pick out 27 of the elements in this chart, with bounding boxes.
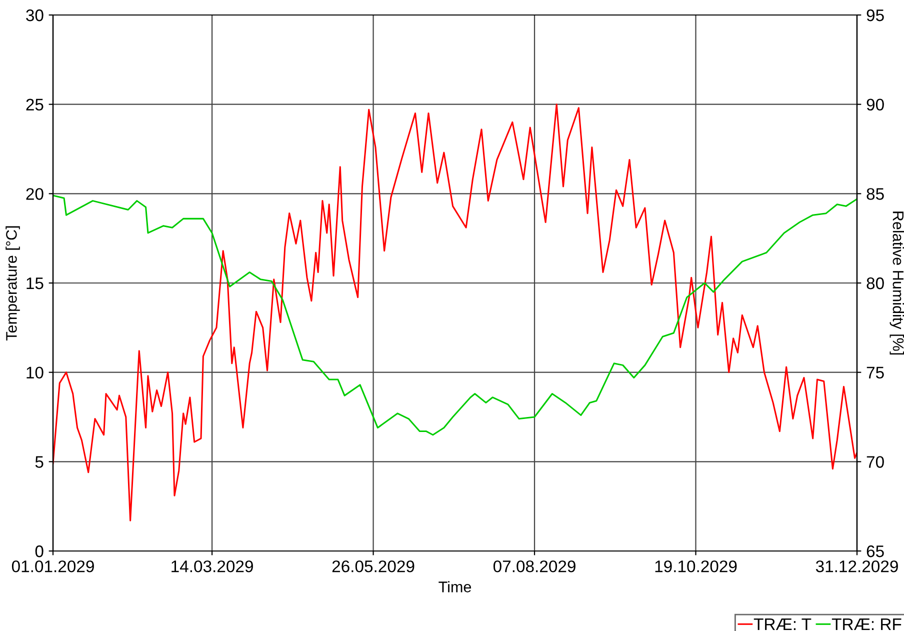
y2-tick-label: 80 xyxy=(866,277,884,290)
y-tick-label: 10 xyxy=(26,366,44,379)
y-tick-label: 20 xyxy=(26,188,44,200)
y2-tick-label: 65 xyxy=(866,545,884,558)
y-axis-title: Temperature [°C] xyxy=(6,226,20,340)
legend-label: TRÆ: T xyxy=(754,618,812,630)
y2-tick-label: 90 xyxy=(866,98,884,111)
y2-tick-label: 85 xyxy=(866,188,884,200)
x-tick-label: 26.05.2029 xyxy=(332,560,414,572)
y-tick-label: 30 xyxy=(26,9,44,22)
x-tick-label: 14.03.2029 xyxy=(172,560,253,572)
x-axis-title: Time xyxy=(438,581,472,592)
line-series xyxy=(53,194,857,436)
y-tick-label: 0 xyxy=(35,545,44,558)
legend-label: TRÆ: RF xyxy=(832,618,902,630)
y-tick-label: 5 xyxy=(35,456,44,468)
y-tick-label: 25 xyxy=(26,98,44,111)
y2-tick-label: 75 xyxy=(866,366,884,379)
x-tick-label: 19.10.2029 xyxy=(655,560,737,572)
y2-axis-title: Relative Humidity [%] xyxy=(890,212,904,355)
line-series xyxy=(53,104,857,522)
y2-tick-label: 95 xyxy=(866,9,884,22)
y-tick-label: 15 xyxy=(26,278,44,290)
x-tick-label: 07.08.2029 xyxy=(493,560,576,572)
x-tick-label: 01.01.2029 xyxy=(12,560,94,572)
y2-tick-label: 70 xyxy=(866,456,884,468)
x-tick-label: 31.12.2029 xyxy=(816,560,898,572)
